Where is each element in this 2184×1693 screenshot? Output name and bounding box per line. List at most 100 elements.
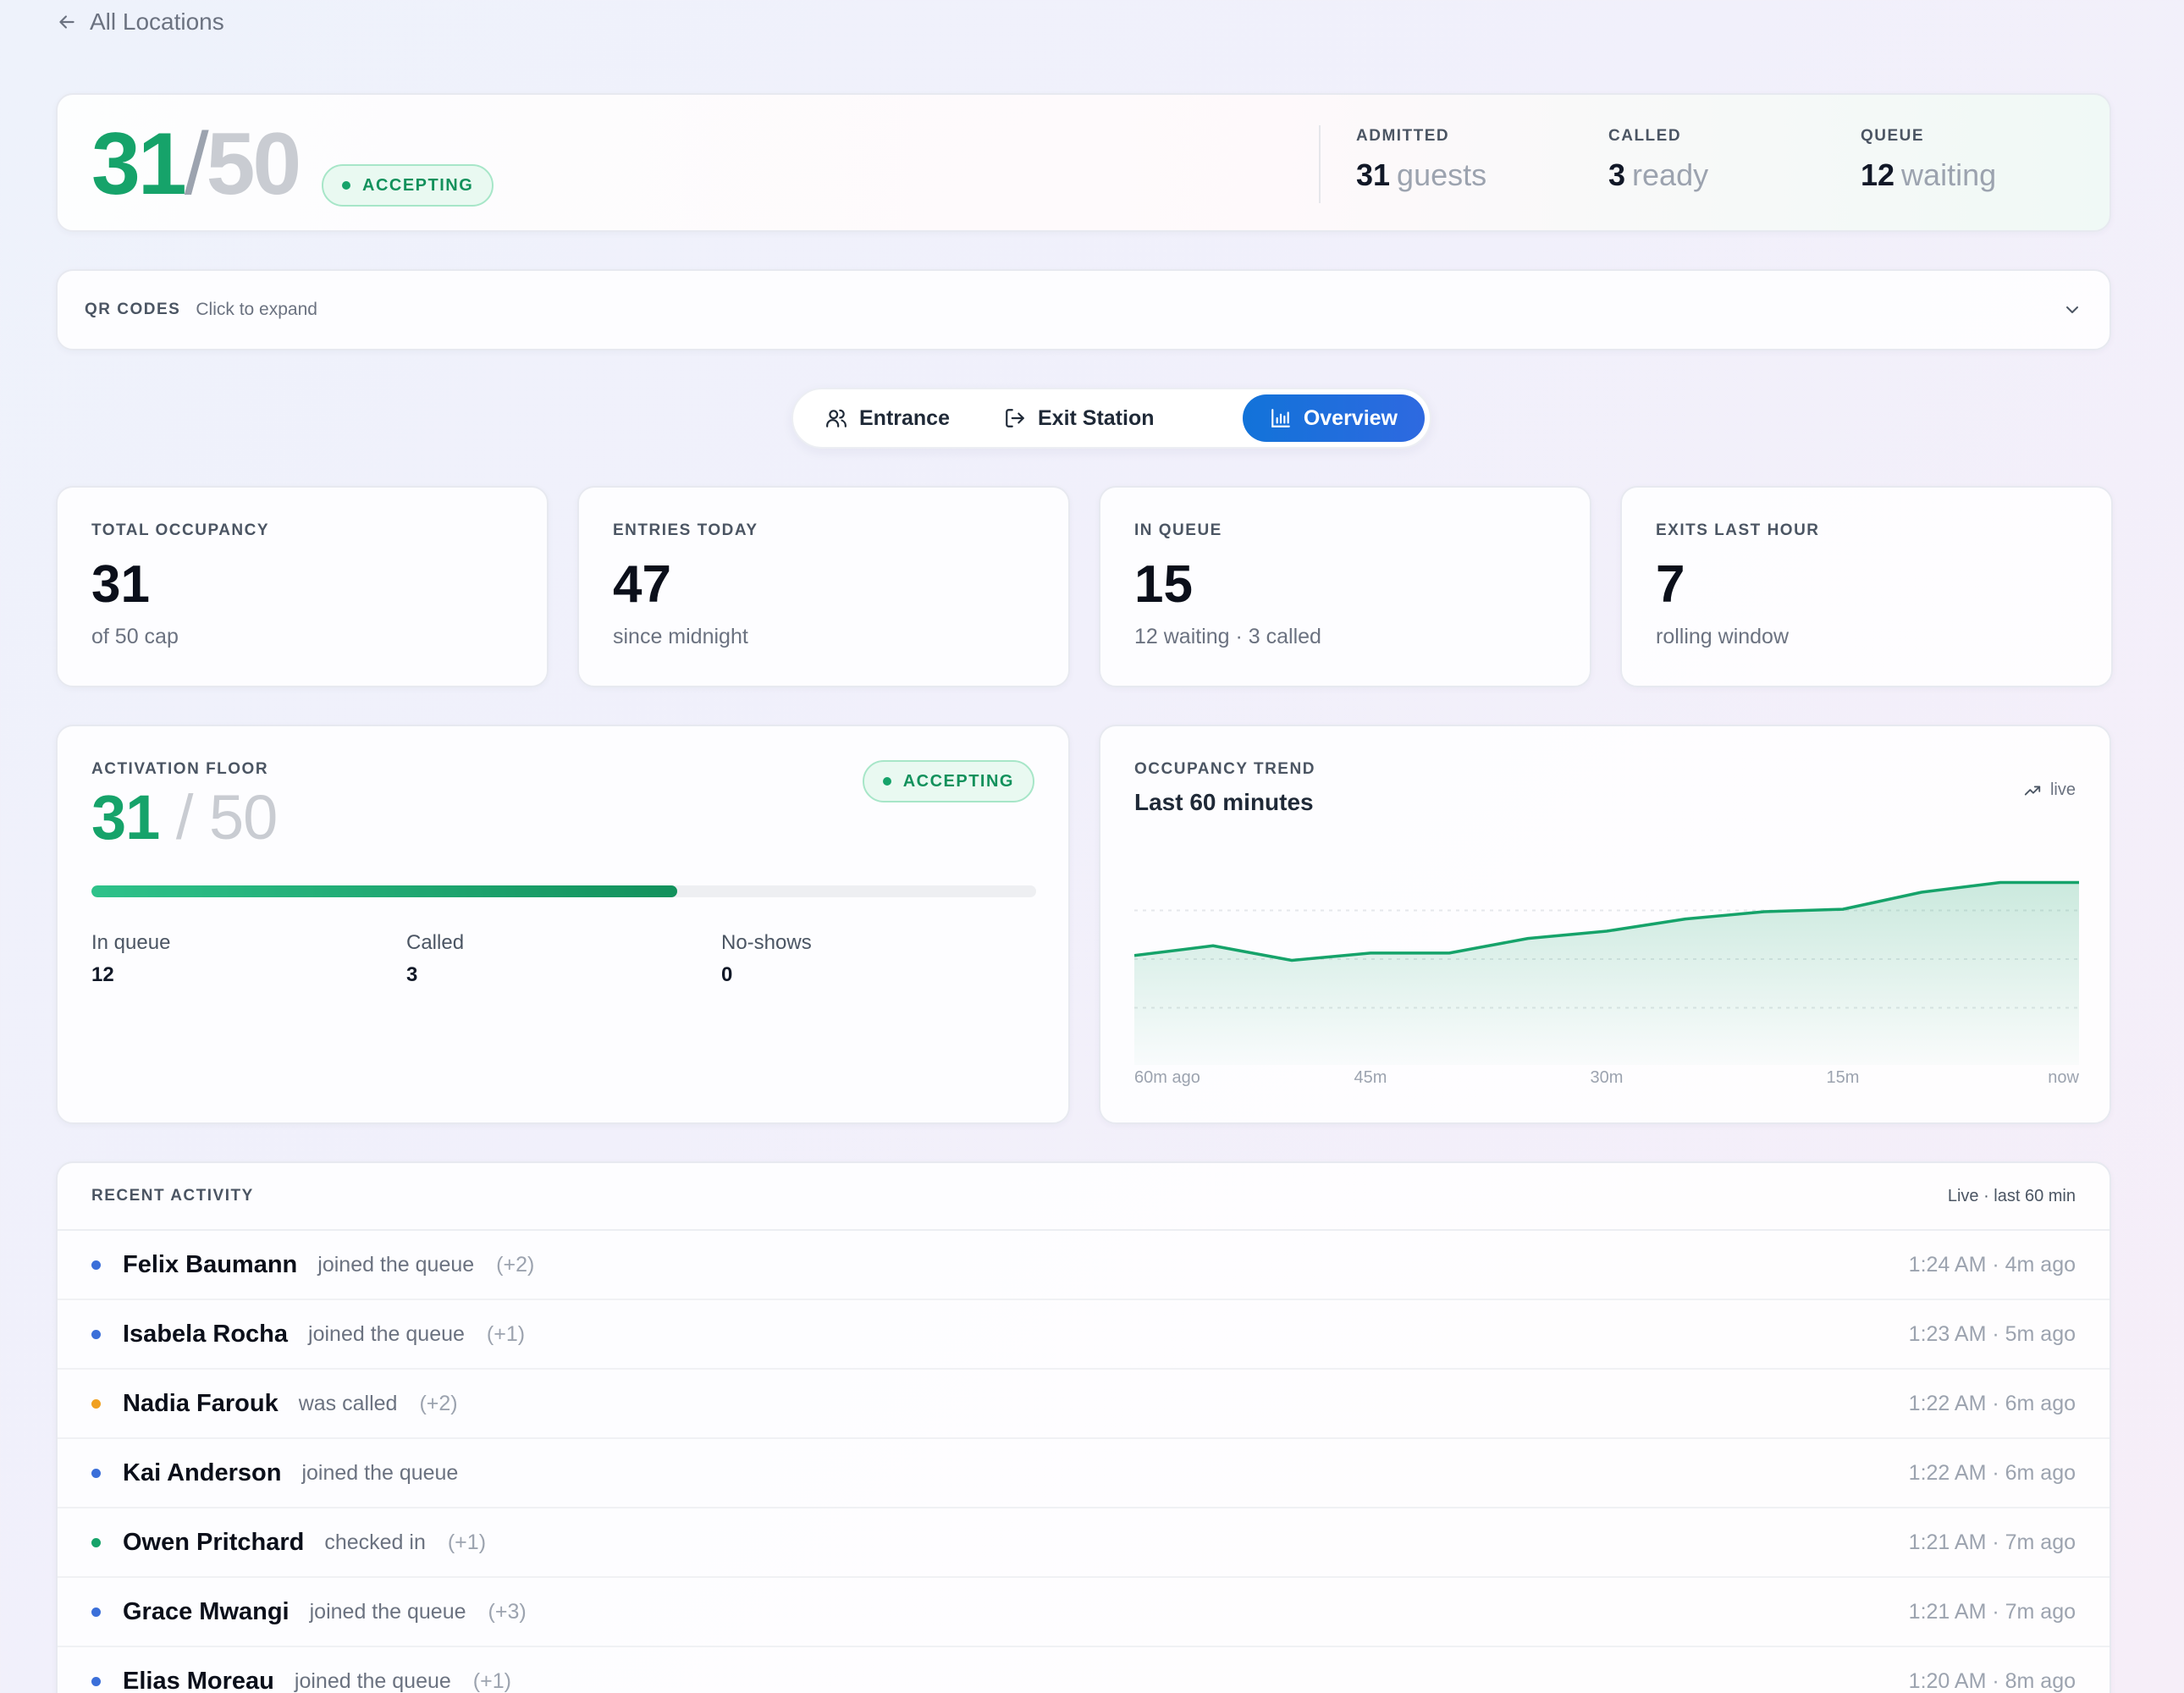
tab-exit-station[interactable]: Exit Station [977,394,1182,442]
activity-dot [91,1398,101,1409]
floor-stat-in-queue: In queue 12 [91,931,406,987]
guest-name: Felix Baumann [123,1250,298,1278]
stat-value: 3 ready [1608,157,1709,192]
arrow-left-icon [59,15,74,29]
tab-label: Entrance [859,405,950,430]
trend-label: OCCUPANCY TREND [1134,760,1315,778]
activity-action: was called [298,1391,398,1415]
activity-row: Felix Baumann joined the queue (+2) 1:24 AM… [58,1231,2110,1300]
chevron-down-icon [2066,306,2078,313]
kpi-subtext: of 50 cap [91,625,179,648]
back-link[interactable]: All Locations [56,5,224,39]
progress-fill [91,885,677,897]
recent-activity-card: RECENT ACTIVITY Live · last 60 min Felix… [56,1161,2111,1693]
party-size: (+2) [419,1391,458,1415]
current-count: 31 [91,115,187,213]
activity-list: Felix Baumann joined the queue (+2) 1:24 AM… [58,1231,2110,1693]
kpi-value: 7 [1656,555,1685,614]
guest-name: Kai Anderson [123,1459,282,1486]
tab-label: Exit Station [1037,405,1155,430]
guest-name: Isabela Rocha [123,1320,289,1348]
live-indicator: live [2023,780,2076,800]
qr-codes-toggle[interactable]: QR CODES Click to expand [56,269,2111,350]
activity-time: 1:21 AM · 7m ago [1908,1530,2076,1554]
activity-label: RECENT ACTIVITY [91,1187,254,1205]
kpi-subtext: 12 waiting · 3 called [1134,625,1321,648]
party-size: (+3) [488,1599,527,1624]
guest-name: Owen Pritchard [123,1528,305,1556]
kpi-entries-today: ENTRIES TODAY 47 since midnight [577,486,1070,687]
activity-row: Grace Mwangi joined the queue (+3) 1:21 AM … [58,1578,2110,1647]
qr-codes-hint: Click to expand [196,300,317,319]
activity-dot [91,1260,101,1270]
activation-floor-card: ACTIVATION FLOOR 31 / 50 ACCEPTING In qu… [56,725,1070,1124]
activity-action: checked in [324,1530,426,1554]
kpi-label: IN QUEUE [1134,521,1222,539]
activity-time: 1:23 AM · 5m ago [1908,1321,2076,1346]
x-tick-label: 15m [1826,1068,1860,1087]
activity-action: joined the queue [308,1321,465,1346]
kpi-label: TOTAL OCCUPANCY [91,521,270,539]
kpi-exits-last-hour: EXITS LAST HOUR 7 rolling window [1620,486,2113,687]
stat-value: 12 waiting [1861,157,1997,192]
bar-chart-icon [1271,409,1290,427]
activity-header: RECENT ACTIVITY Live · last 60 min [58,1163,2110,1231]
party-size: (+1) [447,1530,487,1554]
count-separator: / [184,115,209,213]
kpi-value: 15 [1134,555,1193,614]
party-size: (+1) [486,1321,526,1346]
activity-row: Elias Moreau joined the queue (+1) 1:20 AM … [58,1647,2110,1693]
activity-row: Owen Pritchard checked in (+1) 1:21 AM · 7m… [58,1508,2110,1578]
tab-overview[interactable]: Overview [1242,394,1425,442]
floor-stat-label: In queue [91,931,171,954]
floor-count: 31 / 50 [91,782,278,852]
stat-label: CALLED [1608,127,1682,145]
live-label: live [2049,780,2076,799]
status-label: ACCEPTING [902,771,1014,791]
activity-time: 1:21 AM · 7m ago [1908,1599,2076,1624]
activity-dot [91,1607,101,1617]
capacity-summary: 31/50 ACCEPTING ADMITTED 31 guests CALLED… [56,93,2111,232]
status-dot [342,181,350,190]
called-stat: CALLED 3 ready [1608,127,1708,193]
stat-label: QUEUE [1861,127,1925,145]
floor-stat-no-shows: No-shows 0 [721,931,1036,987]
view-tabs: Entrance Exit Station Overview [791,388,1431,449]
status-badge: ACCEPTING [322,164,494,207]
kpi-value: 31 [91,555,150,614]
party-size: (+1) [472,1668,511,1693]
floor-stat-called: Called 3 [406,931,721,987]
x-tick-label: 45m [1354,1068,1387,1087]
activity-dot [91,1329,101,1339]
activity-time: 1:24 AM · 4m ago [1908,1252,2076,1277]
activity-dot [91,1468,101,1478]
activity-action: joined the queue [317,1252,475,1277]
divider [1319,125,1321,203]
back-link-label: All Locations [90,8,224,35]
tab-entrance[interactable]: Entrance [798,394,977,442]
kpi-subtext: since midnight [613,625,748,648]
occupancy-progress-bar [91,885,1036,897]
party-size: (+2) [496,1252,535,1277]
admitted-stat: ADMITTED 31 guests [1356,127,1486,193]
activity-meta: Live · last 60 min [1947,1186,2076,1205]
floor-stat-value: 3 [406,963,418,986]
status-dot [882,777,891,786]
occupancy-trend-card: OCCUPANCY TREND Last 60 minutes live 60m… [1099,725,2111,1124]
activity-action: joined the queue [301,1460,459,1485]
stat-label: ADMITTED [1356,127,1450,145]
floor-stat-label: No-shows [721,931,812,954]
tab-label: Overview [1303,405,1398,430]
stat-value: 31 guests [1356,157,1487,192]
floor-stat-label: Called [406,931,465,954]
activity-dot [91,1537,101,1547]
trend-area [1134,882,2079,1065]
status-badge: ACCEPTING [862,760,1034,802]
exit-icon [1006,409,1024,427]
floor-label: ACTIVATION FLOOR [91,760,269,778]
floor-stat-value: 0 [721,963,733,986]
kpi-subtext: rolling window [1656,625,1790,648]
users-icon [826,409,847,427]
trending-up-icon [2024,786,2041,795]
floor-stats: In queue 12 Called 3 No-shows 0 [91,931,1036,987]
